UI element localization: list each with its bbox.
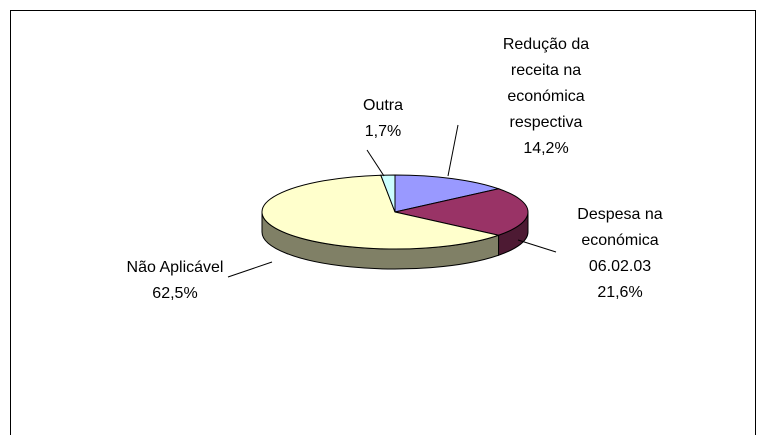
slice-label: Não Aplicável 62,5%	[127, 255, 224, 307]
category-label: Despesa na económica 06.02.03	[577, 206, 663, 275]
value-label: 14,2%	[523, 140, 569, 157]
leader-line	[366, 149, 385, 177]
category-label: Redução da receita na económica respecti…	[502, 36, 590, 131]
slice	[380, 174, 396, 213]
category-label: Não Aplicável	[126, 259, 224, 276]
slice	[261, 174, 501, 250]
slice-label: Redução da receita na económica respecti…	[496, 32, 596, 162]
slice	[394, 188, 529, 236]
slice-label: Outra 1,7%	[363, 93, 403, 145]
slice-label: Despesa na económica 06.02.03 21,6%	[560, 202, 680, 306]
value-label: 62,5%	[152, 285, 198, 302]
leader-line	[447, 124, 459, 177]
slice	[394, 174, 501, 213]
leader-line	[517, 239, 557, 253]
category-label: Outra	[362, 97, 404, 114]
value-label: 21,6%	[597, 284, 643, 301]
leader-line	[227, 261, 273, 278]
value-label: 1,7%	[364, 123, 402, 140]
